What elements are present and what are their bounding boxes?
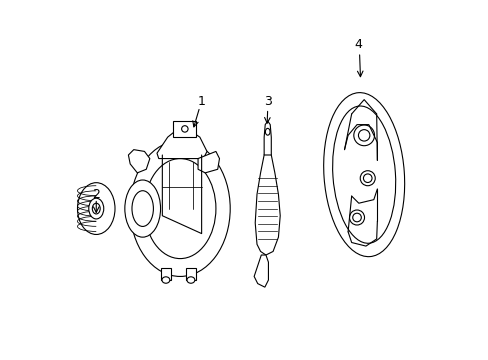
Ellipse shape bbox=[323, 93, 404, 257]
Polygon shape bbox=[160, 267, 171, 280]
Ellipse shape bbox=[77, 183, 115, 234]
Ellipse shape bbox=[360, 171, 374, 186]
Ellipse shape bbox=[186, 277, 194, 283]
Text: 4: 4 bbox=[354, 38, 362, 51]
Ellipse shape bbox=[349, 210, 364, 225]
Ellipse shape bbox=[132, 191, 153, 226]
Polygon shape bbox=[157, 130, 206, 158]
Ellipse shape bbox=[92, 203, 100, 214]
Polygon shape bbox=[128, 150, 149, 173]
Ellipse shape bbox=[265, 129, 269, 135]
Text: 3: 3 bbox=[263, 95, 271, 108]
Ellipse shape bbox=[181, 126, 188, 132]
Ellipse shape bbox=[162, 277, 169, 283]
Polygon shape bbox=[255, 148, 280, 255]
Ellipse shape bbox=[130, 141, 230, 276]
Text: 2: 2 bbox=[92, 188, 100, 201]
Polygon shape bbox=[185, 267, 196, 280]
Ellipse shape bbox=[88, 198, 103, 219]
Polygon shape bbox=[254, 255, 268, 287]
Ellipse shape bbox=[124, 180, 160, 237]
Polygon shape bbox=[198, 152, 219, 173]
Polygon shape bbox=[264, 121, 271, 155]
Ellipse shape bbox=[353, 125, 374, 146]
Text: 1: 1 bbox=[197, 95, 205, 108]
Polygon shape bbox=[173, 121, 196, 137]
